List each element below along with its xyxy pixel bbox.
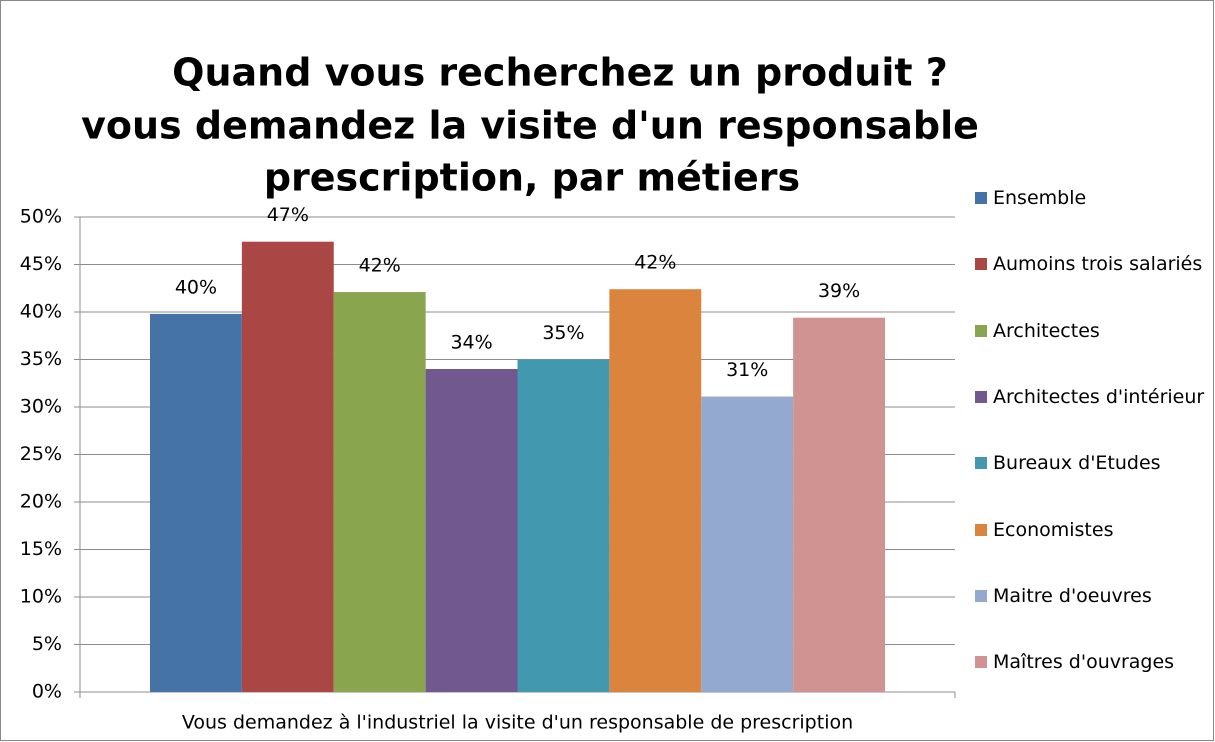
data-label: 39% — [818, 280, 860, 302]
y-tick-label: 15% — [20, 538, 62, 560]
legend-swatch — [975, 390, 987, 403]
y-tick-label: 30% — [20, 396, 62, 418]
legend-swatch — [975, 324, 987, 337]
legend-item: Maîtres d'ouvrages — [975, 647, 1213, 677]
bar — [517, 359, 610, 692]
legend-swatch — [975, 656, 987, 669]
legend-item: Aumoins trois salariés — [975, 249, 1213, 279]
legend-label: Bureaux d'Etudes — [993, 452, 1161, 475]
legend-item: Bureaux d'Etudes — [975, 448, 1213, 478]
legend-item: Architectes — [975, 316, 1213, 346]
y-tick-label: 10% — [20, 586, 62, 608]
chart-title: vous demandez la visite d'un responsable — [81, 104, 979, 148]
legend-label: Ensemble — [993, 187, 1087, 209]
data-label: 47% — [267, 204, 309, 226]
legend-label: Architectes — [993, 319, 1100, 342]
chart-title: prescription, par métiers — [264, 156, 800, 200]
legend-item: Maitre d'oeuvres — [975, 581, 1213, 611]
bar — [701, 396, 794, 692]
y-tick-label: 25% — [20, 443, 62, 465]
y-tick-label: 45% — [20, 253, 62, 275]
data-label: 31% — [726, 359, 768, 381]
legend-label: Economistes — [993, 518, 1114, 541]
legend-swatch — [975, 523, 987, 536]
legend-item: Architectes d'intérieur — [975, 382, 1213, 412]
y-tick-label: 40% — [20, 301, 62, 323]
chart-title: Quand vous recherchez un produit ? — [172, 51, 948, 95]
data-label: 34% — [450, 332, 492, 354]
legend-swatch — [975, 457, 987, 470]
data-label: 42% — [634, 252, 676, 274]
legend-swatch — [975, 192, 987, 204]
bar — [333, 292, 426, 692]
y-tick-label: 50% — [20, 206, 62, 228]
legend-item: Economistes — [975, 515, 1213, 545]
bar — [241, 241, 334, 692]
data-label: 42% — [359, 255, 401, 277]
bar — [793, 317, 885, 692]
y-tick-label: 0% — [32, 681, 62, 703]
legend-label: Aumoins trois salariés — [993, 253, 1203, 276]
y-tick-label: 20% — [20, 491, 62, 513]
x-tick-label: Vous demandez à l'industriel la visite d… — [182, 712, 853, 734]
legend-swatch — [975, 258, 987, 271]
legend-swatch — [975, 589, 987, 602]
data-label: 40% — [175, 276, 217, 298]
legend-label: Maîtres d'ouvrages — [993, 651, 1175, 674]
bar — [150, 313, 242, 692]
legend-label: Architectes d'intérieur — [993, 385, 1205, 408]
y-tick-label: 5% — [32, 633, 62, 655]
bar — [425, 369, 518, 692]
bar — [609, 289, 702, 692]
y-tick-label: 35% — [20, 348, 62, 370]
legend-label: Maitre d'oeuvres — [993, 584, 1152, 607]
legend-item: Ensemble — [975, 183, 1213, 213]
data-label: 35% — [542, 322, 584, 344]
